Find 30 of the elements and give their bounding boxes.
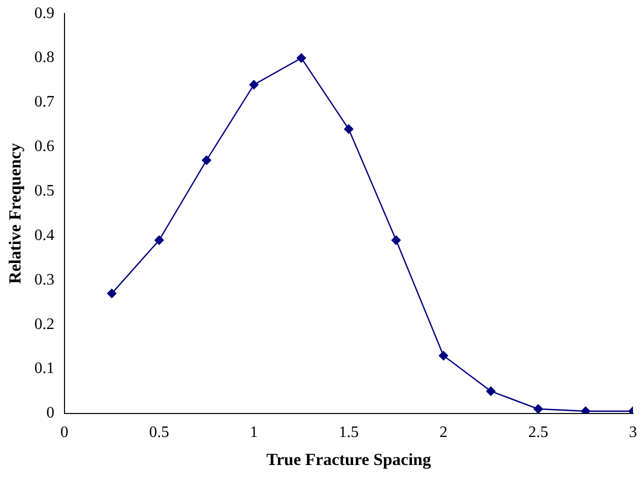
point (344, 124, 354, 134)
y-axis-title: Relative Frequency (6, 142, 25, 284)
x-axis-title: True Fracture Spacing (266, 450, 432, 470)
y-tick-label: 0.8 (34, 49, 54, 66)
x-tick-label: 1.5 (338, 424, 359, 442)
y-tick-label: 0.5 (34, 182, 54, 200)
x-tick-label: 2 (439, 424, 448, 442)
x-tick-label: 0 (60, 424, 68, 442)
point (202, 156, 212, 165)
point (249, 80, 259, 90)
y-tick-label: 0.4 (34, 226, 54, 244)
point (391, 236, 401, 245)
x-tick-label: 2.5 (528, 424, 548, 442)
point (580, 406, 590, 414)
y-tick-label: 0.6 (34, 138, 54, 156)
y-tick-label: 0.1 (34, 360, 54, 378)
x-tick-label: 0.5 (149, 424, 170, 442)
point (486, 386, 496, 396)
x-tick-label: 3 (629, 424, 637, 442)
point (107, 288, 116, 298)
y-tick-label: 0 (46, 404, 54, 422)
point (296, 53, 306, 63)
y-tick-label: 0.2 (34, 316, 54, 333)
x-tick-label: 1 (250, 424, 258, 442)
y-tick-label: 0.7 (34, 94, 54, 111)
y-tick-label: 0.9 (34, 4, 54, 22)
point (438, 351, 448, 360)
y-tick-label: 0.3 (34, 271, 54, 288)
point (534, 404, 543, 414)
point (154, 236, 164, 245)
